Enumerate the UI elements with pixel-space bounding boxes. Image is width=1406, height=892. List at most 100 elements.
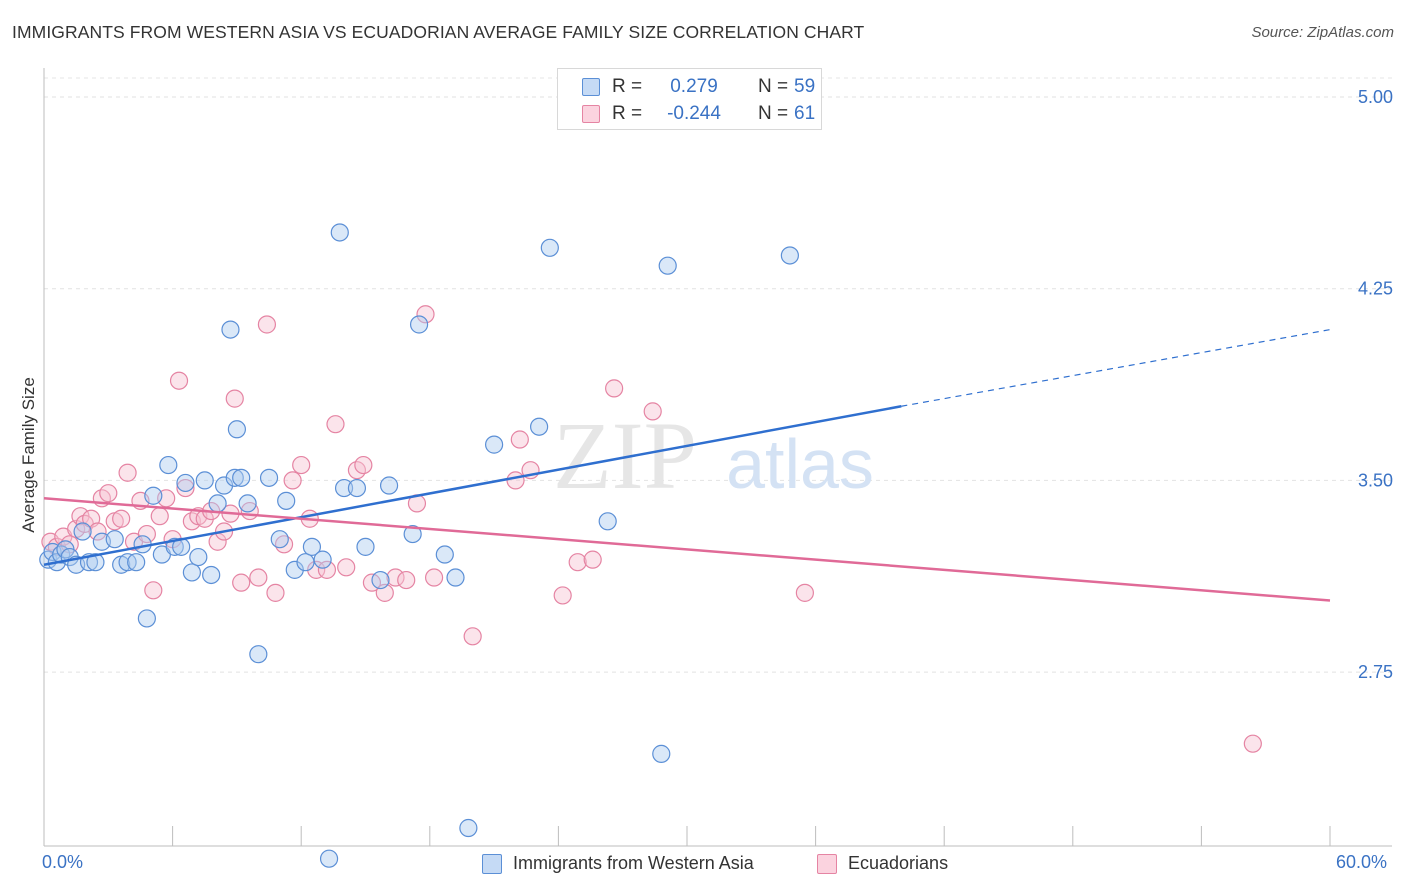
data-point-immigrants — [459, 818, 478, 838]
series-immigrants-western-asia — [39, 223, 799, 868]
data-point-immigrants — [232, 468, 251, 487]
data-point-immigrants — [159, 455, 178, 475]
y-tick-labels: 2.75 3.50 4.25 5.00 — [1358, 87, 1393, 682]
data-point-ecuadorians — [397, 570, 416, 590]
bottom-legend-label: Immigrants from Western Asia — [513, 853, 754, 873]
data-point-immigrants — [73, 522, 92, 541]
data-point-immigrants — [296, 553, 315, 572]
data-point-immigrants — [334, 478, 354, 498]
data-point-immigrants — [144, 486, 163, 505]
data-point-immigrants — [182, 563, 201, 582]
y-tick-label: 2.75 — [1358, 662, 1393, 682]
data-point-immigrants — [86, 553, 105, 572]
data-point-ecuadorians — [463, 627, 482, 646]
y-tick-label: 3.50 — [1358, 470, 1393, 490]
data-point-immigrants — [446, 568, 465, 587]
data-point-immigrants — [347, 478, 367, 498]
data-point-ecuadorians — [150, 507, 169, 526]
legend-r-value: 0.279 — [670, 76, 718, 97]
data-point-ecuadorians — [354, 455, 373, 475]
data-point-ecuadorians — [326, 415, 345, 434]
data-point-immigrants — [227, 420, 246, 439]
data-point-immigrants — [238, 494, 257, 513]
data-point-immigrants — [485, 435, 504, 454]
data-point-ecuadorians — [553, 586, 572, 605]
y-tick-label: 4.25 — [1358, 279, 1393, 299]
y-tick-label: 5.00 — [1358, 87, 1393, 107]
x-tick-label-min: 0.0% — [42, 852, 84, 872]
data-point-ecuadorians — [424, 568, 444, 587]
data-point-immigrants — [302, 537, 322, 556]
data-point-ecuadorians — [266, 583, 285, 602]
data-point-immigrants — [202, 565, 221, 585]
legend-r-value: -0.244 — [667, 103, 721, 124]
data-point-ecuadorians — [337, 558, 356, 577]
watermark-atlas: atlas — [726, 425, 874, 503]
data-point-immigrants — [313, 550, 332, 569]
data-point-immigrants — [137, 609, 156, 628]
source-credit: Source: ZipAtlas.com — [1251, 24, 1394, 41]
data-point-ecuadorians — [112, 509, 131, 528]
trend-line-immigrants — [43, 405, 902, 566]
trend-line-ecuadorians — [43, 497, 1331, 602]
data-point-immigrants — [208, 494, 227, 513]
bottom-legend-swatch-pink — [817, 854, 837, 874]
data-point-immigrants — [319, 849, 339, 868]
data-point-ecuadorians — [137, 524, 156, 544]
data-point-immigrants — [176, 473, 195, 493]
data-point-immigrants — [195, 471, 214, 490]
data-point-ecuadorians — [568, 553, 587, 572]
legend-r-label: R = — [612, 76, 643, 97]
legend-n-value: 59 — [794, 76, 816, 97]
data-point-ecuadorians — [506, 471, 525, 490]
data-point-immigrants — [270, 530, 289, 549]
data-point-immigrants — [652, 744, 671, 763]
data-point-immigrants — [277, 491, 296, 510]
data-point-ecuadorians — [169, 371, 189, 390]
legend-n-value: 61 — [794, 103, 816, 124]
data-point-ecuadorians — [317, 560, 337, 579]
bottom-legend-label: Ecuadorians — [848, 853, 949, 873]
data-point-immigrants — [379, 476, 399, 495]
data-point-immigrants — [540, 238, 559, 257]
data-point-ecuadorians — [583, 550, 602, 569]
data-point-immigrants — [356, 537, 375, 556]
data-point-immigrants — [403, 524, 422, 544]
legend-swatch-pink — [582, 105, 600, 123]
data-point-ecuadorians — [144, 581, 163, 600]
data-point-ecuadorians — [643, 402, 662, 421]
legend-swatch-blue — [582, 78, 600, 96]
data-point-ecuadorians — [283, 471, 302, 490]
correlation-legend: R = 0.279 N = 59 R = -0.244 N = 61 — [557, 68, 822, 130]
data-point-ecuadorians — [257, 315, 277, 334]
data-point-immigrants — [435, 545, 454, 564]
series-ecuadorians — [41, 305, 1262, 753]
data-point-immigrants — [221, 320, 240, 339]
data-point-ecuadorians — [176, 478, 195, 498]
data-point-ecuadorians — [118, 463, 137, 482]
data-point-ecuadorians — [225, 389, 244, 408]
data-point-ecuadorians — [510, 430, 529, 449]
watermark-zip: ZIP — [553, 402, 697, 509]
data-point-ecuadorians — [605, 379, 624, 398]
data-point-immigrants — [371, 570, 390, 590]
data-point-immigrants — [409, 315, 429, 334]
legend-n-label: N = — [758, 76, 789, 97]
data-point-immigrants — [225, 468, 244, 487]
data-point-ecuadorians — [249, 568, 268, 587]
data-point-immigrants — [330, 223, 349, 242]
data-point-ecuadorians — [99, 484, 118, 503]
legend-r-label: R = — [612, 103, 643, 124]
data-point-ecuadorians — [795, 583, 814, 602]
legend-n-label: N = — [758, 103, 789, 124]
data-point-immigrants — [249, 645, 268, 664]
trend-lines — [43, 329, 1331, 602]
chart-title: IMMIGRANTS FROM WESTERN ASIA VS ECUADORI… — [12, 22, 865, 42]
x-tick-label-max: 60.0% — [1336, 852, 1388, 872]
data-point-immigrants — [259, 468, 279, 487]
data-point-immigrants — [127, 553, 146, 572]
data-point-immigrants — [105, 530, 124, 549]
data-point-ecuadorians — [232, 573, 251, 592]
data-point-ecuadorians — [386, 568, 405, 587]
